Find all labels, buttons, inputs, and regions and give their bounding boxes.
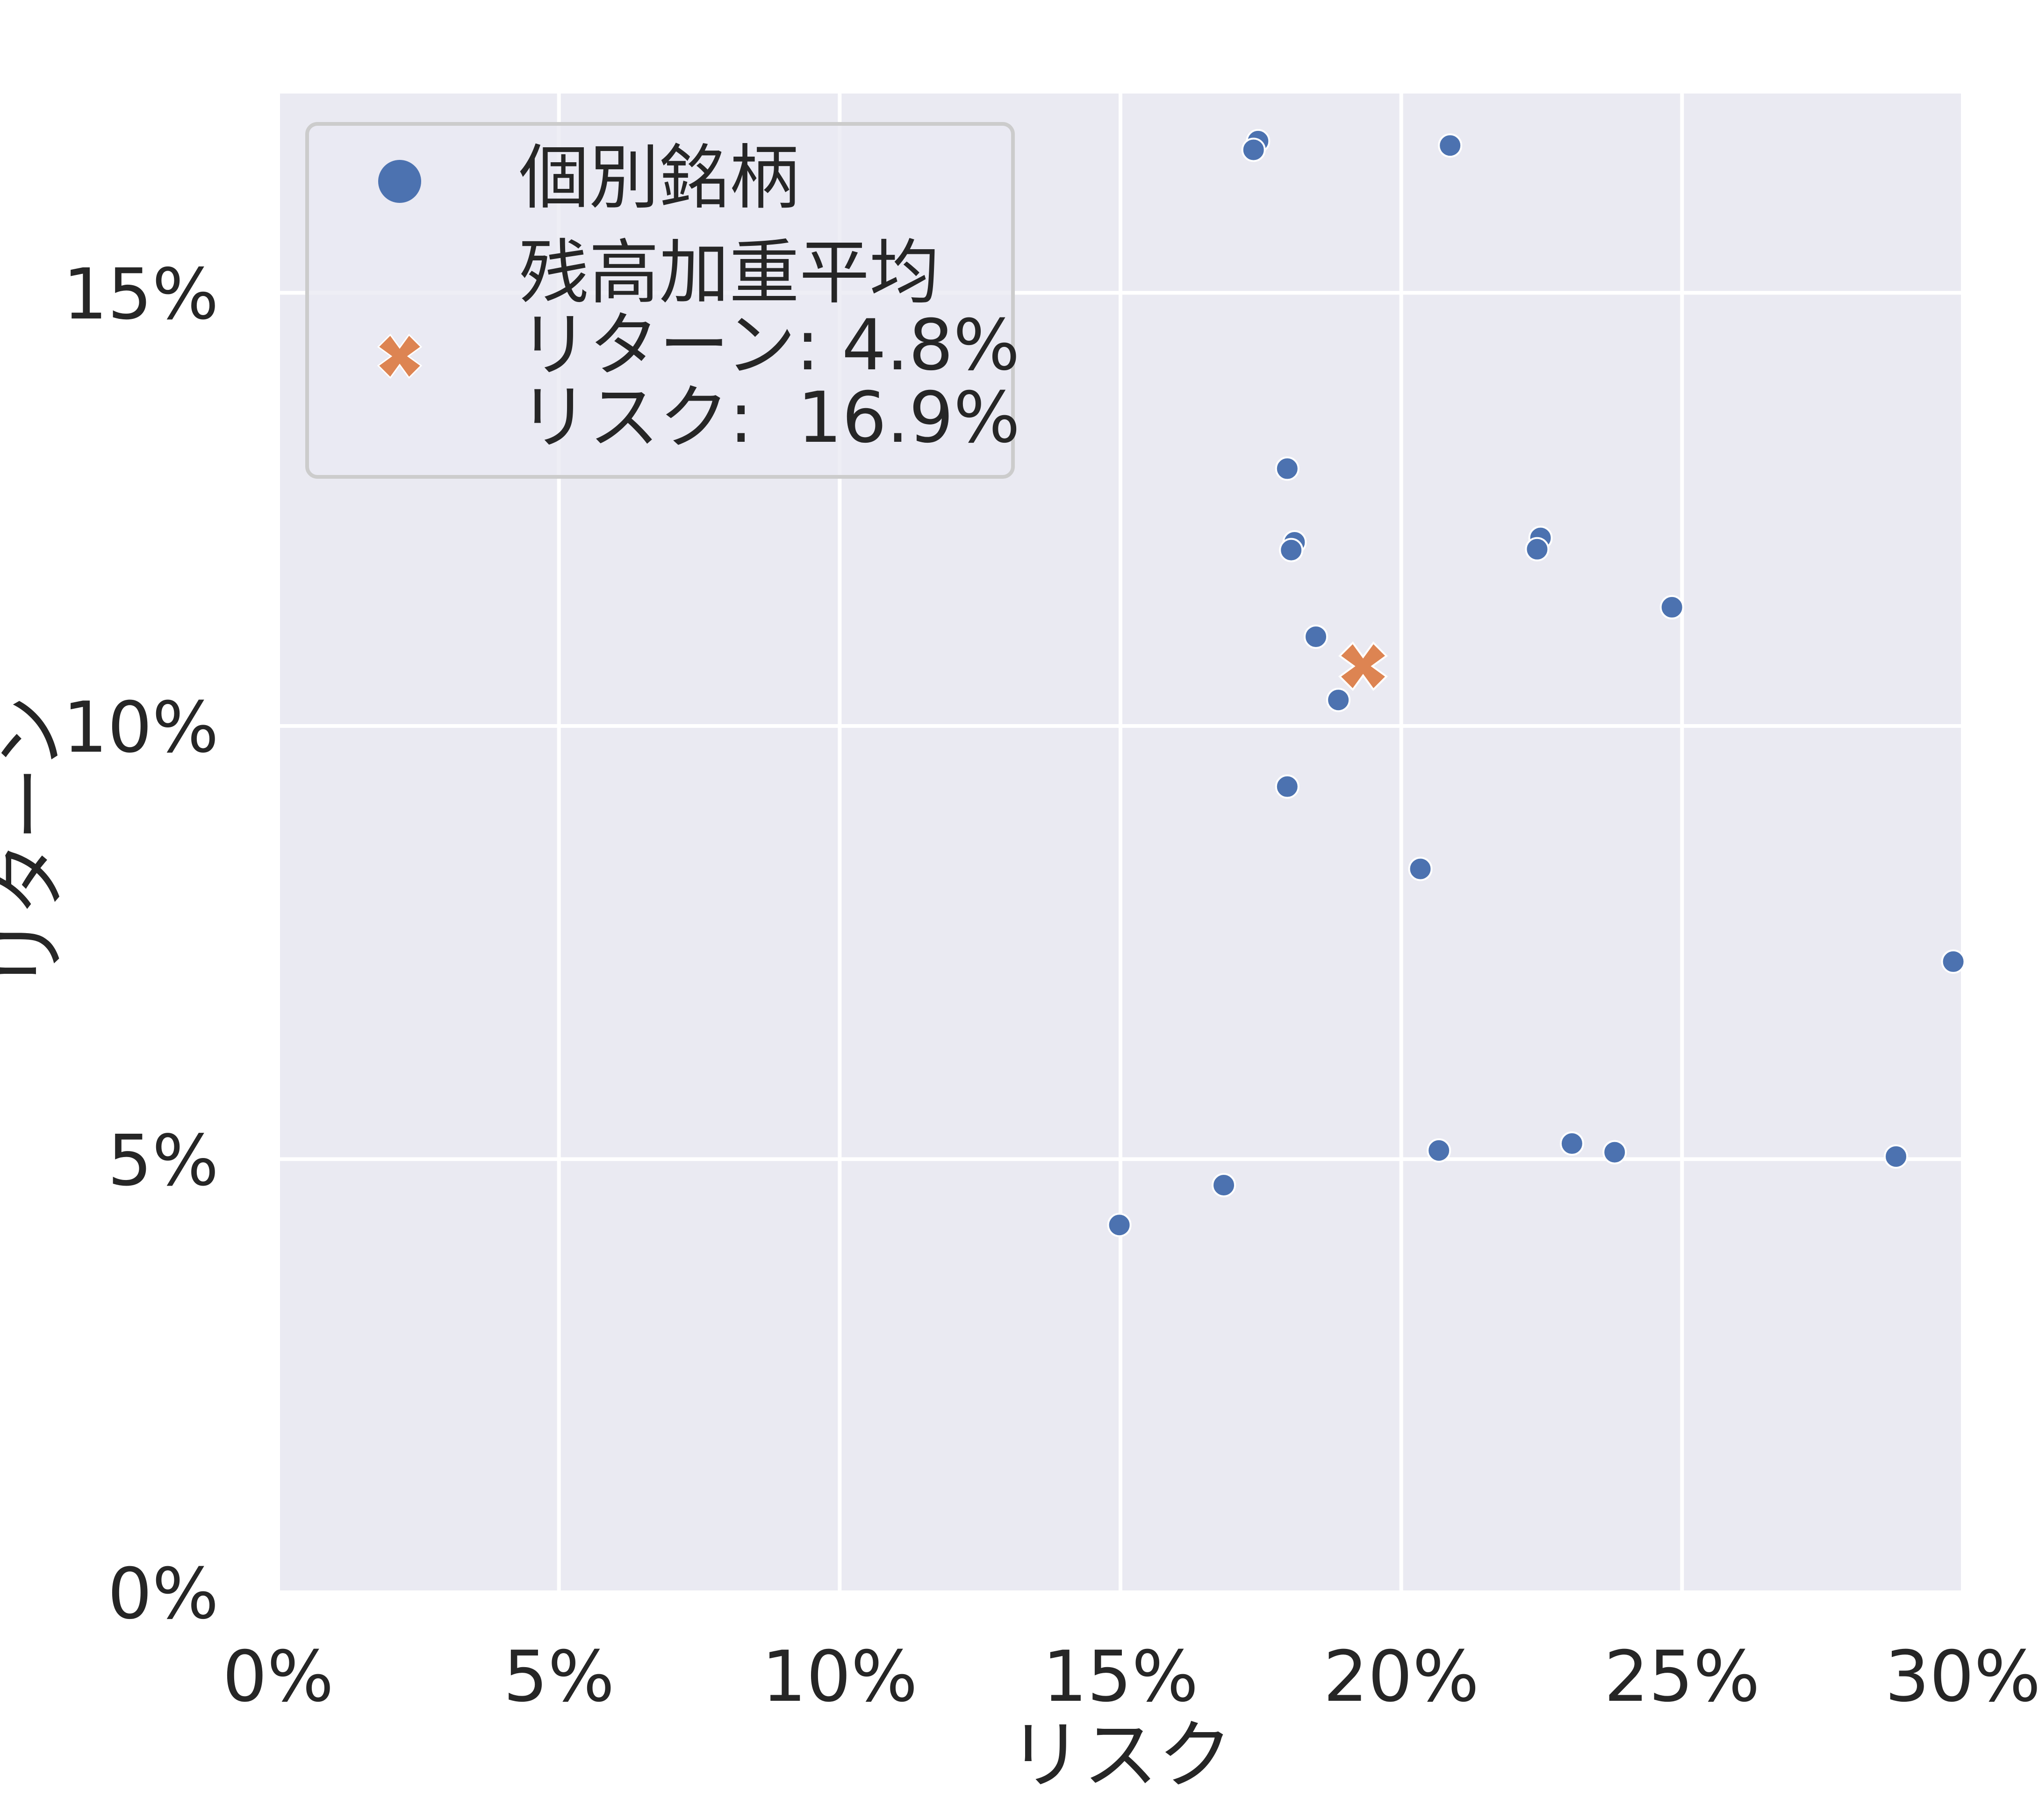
legend-marker-weighted: [377, 333, 423, 379]
scatter-point-individual: [1275, 774, 1300, 799]
scatter-point-individual: [1659, 595, 1684, 619]
scatter-point-individual: [1275, 456, 1300, 481]
scatter-point-individual: [1525, 537, 1550, 561]
x-tick-label: 25%: [1604, 1636, 1760, 1718]
x-tick-label: 0%: [223, 1636, 334, 1718]
scatter-point-individual: [1326, 688, 1351, 712]
scatter-point-individual: [1304, 624, 1328, 649]
y-axis-tick-labels: 0% 5% 10% 15%: [63, 254, 219, 1635]
legend-box: [305, 122, 1015, 479]
scatter-point-individual: [1107, 1213, 1132, 1237]
scatter-point-individual: [1602, 1140, 1627, 1165]
y-axis-title: リターン: [0, 695, 74, 991]
x-tick-label: 15%: [1042, 1636, 1198, 1718]
legend-label-individual: 個別銘柄: [519, 137, 799, 219]
legend: 個別銘柄 残高加重平均 リターン: 4.8% リスク: 16.9%: [305, 122, 1020, 479]
scatter-point-individual: [1279, 538, 1304, 562]
legend-label-weighted-risk: リスク: 16.9%: [519, 377, 1020, 459]
y-tick-label: 0%: [108, 1554, 219, 1635]
x-tick-label: 30%: [1885, 1636, 2039, 1718]
y-tick-label: 15%: [63, 254, 219, 335]
scatter-point-individual: [1212, 1173, 1236, 1198]
x-tick-label: 20%: [1323, 1636, 1479, 1718]
data-points: [1107, 129, 1966, 1237]
scatter-point-individual: [1241, 137, 1266, 162]
x-tick-label: 5%: [503, 1636, 615, 1718]
y-tick-label: 5%: [108, 1120, 219, 1201]
y-tick-label: 10%: [63, 687, 219, 769]
scatter-point-individual: [1408, 856, 1433, 881]
legend-label-weighted-title: 残高加重平均: [519, 232, 940, 314]
scatter-point-individual: [1884, 1144, 1909, 1169]
scatter-point-individual: [1438, 133, 1463, 158]
legend-label-weighted-return: リターン: 4.8%: [519, 305, 1020, 386]
x-axis-tick-labels: 0% 5% 10% 15% 20% 25% 30%: [223, 1636, 2039, 1718]
scatter-point-weighted-average: [1338, 641, 1388, 691]
x-axis-title: リスク: [1008, 1712, 1233, 1799]
legend-marker-individual: [378, 160, 421, 203]
scatter-point-individual: [1427, 1138, 1451, 1163]
scatter-point-individual: [1941, 949, 1966, 974]
scatter-point-individual: [1559, 1131, 1584, 1156]
x-tick-label: 10%: [762, 1636, 918, 1718]
